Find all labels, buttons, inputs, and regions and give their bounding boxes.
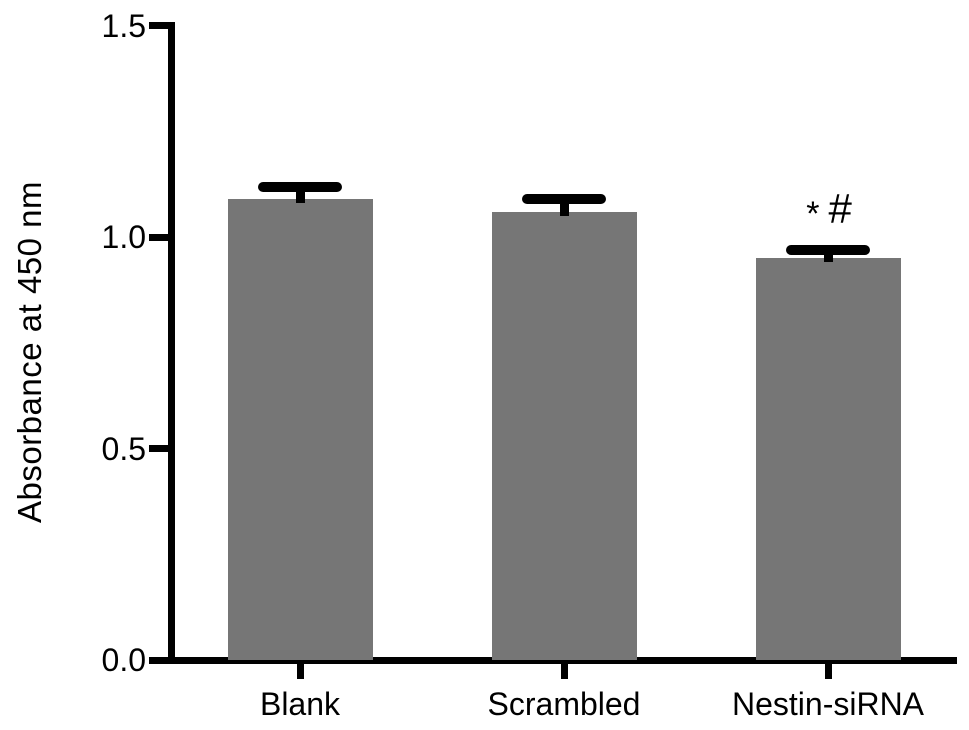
hash-annotation: #	[828, 185, 852, 232]
error-bar-cap	[522, 194, 606, 205]
bar	[755, 258, 901, 660]
error-bar-stem	[823, 249, 833, 263]
bar	[227, 199, 373, 660]
x-axis-line	[167, 656, 957, 664]
y-tick-label: 1.0	[101, 219, 146, 256]
x-tick	[824, 663, 832, 679]
y-tick	[148, 233, 175, 241]
x-tick	[560, 663, 568, 679]
y-tick	[148, 445, 175, 453]
error-bar-stem	[559, 199, 569, 216]
y-tick-label: 1.5	[101, 7, 146, 44]
asterisk-annotation: *	[806, 195, 820, 233]
y-tick	[148, 22, 175, 30]
y-tick	[148, 656, 175, 664]
y-tick-label: 0.5	[101, 430, 146, 467]
x-tick	[296, 663, 304, 679]
significance-annotation: * #	[709, 185, 949, 234]
category-label: Blank	[259, 686, 341, 722]
error-bar-stem	[295, 186, 305, 204]
error-bar-cap	[258, 181, 342, 192]
bar	[491, 211, 637, 660]
category-label: Nestin-siRNA	[731, 686, 925, 722]
y-tick-label: 0.0	[101, 642, 146, 678]
error-bar-cap	[786, 244, 870, 255]
y-axis-line	[167, 23, 175, 664]
category-label: Scrambled	[487, 686, 641, 722]
